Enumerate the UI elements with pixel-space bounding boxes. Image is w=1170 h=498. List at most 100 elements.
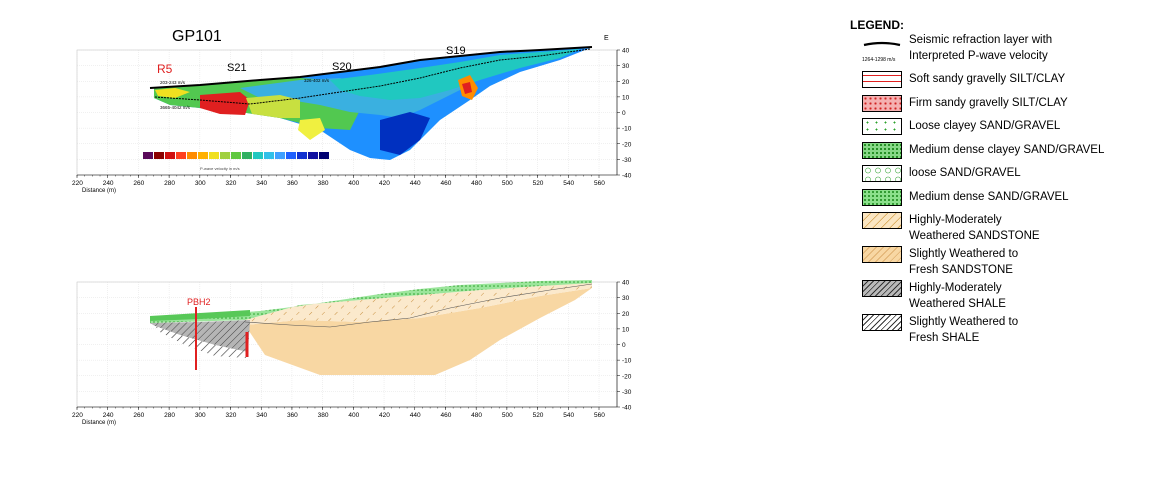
legend-swatch	[862, 188, 902, 206]
y-tick-label: -30	[622, 389, 632, 396]
x-tick-label: 360	[287, 180, 298, 187]
legend-label: loose SAND/GRAVEL	[909, 167, 1021, 179]
legend-label: Highly-Moderately Weathered SHALE	[909, 282, 1006, 310]
legend-swatch	[862, 94, 902, 112]
legend-swatch	[862, 280, 902, 297]
legend-item-seismic: 1264-1298 m/s Seismic refraction layer wi…	[850, 34, 1150, 70]
interpreted-layer-line	[154, 48, 591, 105]
legend-label: Seismic refraction layer with Interprete…	[909, 34, 1053, 62]
x-tick-label: 380	[318, 412, 329, 419]
x-tick-label: 560	[594, 412, 605, 419]
y-tick-label: -40	[622, 405, 632, 412]
lower-elevation-axis: 40 30 20 10 0 -10 -20 -30 -40	[616, 280, 632, 412]
y-tick-label: 20	[622, 311, 630, 318]
legend-item-med-clayey: Medium dense clayey SAND/GRAVEL	[850, 141, 1150, 165]
legend-swatch	[862, 118, 902, 135]
seismic-velocity-section: P-wave velocity in m/s GP101 R5 S21 S20 …	[72, 28, 632, 194]
x-tick-label: 400	[348, 412, 359, 419]
legend-item-loose-sand: loose SAND/GRAVEL	[850, 164, 1150, 188]
velocity-colour-scale: P-wave velocity in m/s	[143, 152, 329, 171]
legend-label: Slightly Weathered to Fresh SANDSTONE	[909, 248, 1019, 276]
upper-distance-axis-label: Distance (m)	[82, 188, 116, 194]
y-tick-label: 10	[622, 326, 630, 333]
y-tick-label: -20	[622, 373, 632, 380]
x-tick-label: 480	[471, 412, 482, 419]
y-tick-label: 30	[622, 63, 630, 70]
y-tick-label: 0	[622, 342, 626, 349]
upper-distance-axis: 220 240 260 280 300 320 340 360 380 400 420 440 460 4…	[72, 174, 617, 187]
seismic-refraction-layer-line	[149, 46, 593, 89]
geological-section: PBH2 40 30 20 10 0 -10 -20 -30 -40 220 240 260 280 3…	[72, 280, 632, 427]
x-tick-label: 280	[164, 412, 175, 419]
legend-swatch	[862, 71, 902, 88]
legend-label: Firm sandy gravelly SILT/CLAY	[909, 96, 1068, 109]
y-tick-label: -20	[622, 141, 632, 148]
survey-point-s21: S21	[227, 62, 247, 74]
tomogram-red-zone	[200, 92, 250, 115]
borehole-pbh2-label: PBH2	[187, 297, 211, 307]
x-tick-label: 560	[594, 180, 605, 187]
x-tick-label: 360	[287, 412, 298, 419]
x-tick-label: 260	[133, 412, 144, 419]
upper-elevation-axis: 40 30 20 10 0 -10 -20 -30 -40	[616, 48, 632, 180]
legend: LEGEND: 1264-1298 m/s Seismic refraction …	[850, 18, 1150, 347]
y-tick-label: 40	[622, 280, 630, 287]
tomogram-hot-spot	[462, 82, 472, 94]
legend-swatch	[862, 212, 902, 229]
x-tick-label: 280	[164, 180, 175, 187]
legend-item-loose-clayey: Loose clayey SAND/GRAVEL	[850, 117, 1150, 141]
legend-item-sw-shale: Slightly Weathered to Fresh SHALE	[850, 313, 1150, 347]
weathering-interface-line	[244, 283, 593, 328]
x-tick-label: 480	[471, 180, 482, 187]
highly-moderately-weathered-sandstone-zone	[245, 282, 592, 325]
x-tick-label: 220	[72, 412, 83, 419]
survey-point-s20: S20	[332, 61, 352, 73]
x-tick-label: 540	[563, 180, 574, 187]
x-tick-label: 500	[502, 412, 513, 419]
x-tick-label: 400	[348, 180, 359, 187]
clayey-sand-gravel-layer	[150, 310, 250, 321]
x-tick-label: 460	[440, 180, 451, 187]
x-tick-label: 500	[502, 180, 513, 187]
legend-swatch	[862, 141, 902, 159]
x-tick-label: 520	[533, 412, 544, 419]
x-tick-label: 240	[103, 180, 114, 187]
legend-label: Medium dense clayey SAND/GRAVEL	[909, 143, 1105, 156]
x-tick-label: 220	[72, 180, 83, 187]
x-tick-label: 340	[256, 180, 267, 187]
x-tick-label: 420	[379, 412, 390, 419]
tomogram-yellow-zone	[246, 95, 300, 118]
y-tick-label: 30	[622, 295, 630, 302]
highly-moderately-weathered-shale-zone	[150, 320, 250, 352]
x-tick-label: 240	[103, 412, 114, 419]
fresh-shale-zone	[155, 326, 248, 358]
legend-item-soft-silt: Soft sandy gravelly SILT/CLAY	[850, 70, 1150, 94]
legend-swatch	[862, 165, 902, 182]
y-tick-label: 20	[622, 79, 630, 86]
legend-title: LEGEND:	[850, 18, 904, 32]
x-tick-label: 320	[226, 412, 237, 419]
lower-distance-axis: 220 240 260 280 300 320 340 360 380 400 420 440 460 4…	[72, 406, 617, 419]
legend-label: Loose clayey SAND/GRAVEL	[909, 120, 1061, 132]
x-tick-label: 540	[563, 412, 574, 419]
tomogram-lime-zone	[298, 118, 325, 140]
x-tick-label: 320	[226, 180, 237, 187]
x-tick-label: 460	[440, 412, 451, 419]
x-tick-label: 440	[410, 412, 421, 419]
x-tick-label: 520	[533, 180, 544, 187]
velocity-label-3: 3665-4042 m/s	[160, 105, 191, 110]
y-tick-label: 10	[622, 94, 630, 101]
legend-items: 1264-1298 m/s Seismic refraction layer wi…	[850, 34, 1150, 347]
x-tick-label: 300	[195, 180, 206, 187]
medium-dense-sand-gravel-layer	[150, 280, 592, 323]
legend-label: Medium dense SAND/GRAVEL	[909, 190, 1069, 203]
velocity-label-2: 326-402 m/s	[304, 78, 330, 83]
legend-swatch	[862, 246, 902, 263]
x-tick-label: 300	[195, 412, 206, 419]
survey-point-s19: S19	[446, 45, 466, 57]
lower-distance-axis-label: Distance (m)	[82, 420, 116, 426]
legend-velocity-sublabel: 1264-1298 m/s	[862, 57, 896, 63]
velocity-label-1: 203-243 m/s	[160, 80, 186, 85]
legend-item-med-sand: Medium dense SAND/GRAVEL	[850, 188, 1150, 212]
